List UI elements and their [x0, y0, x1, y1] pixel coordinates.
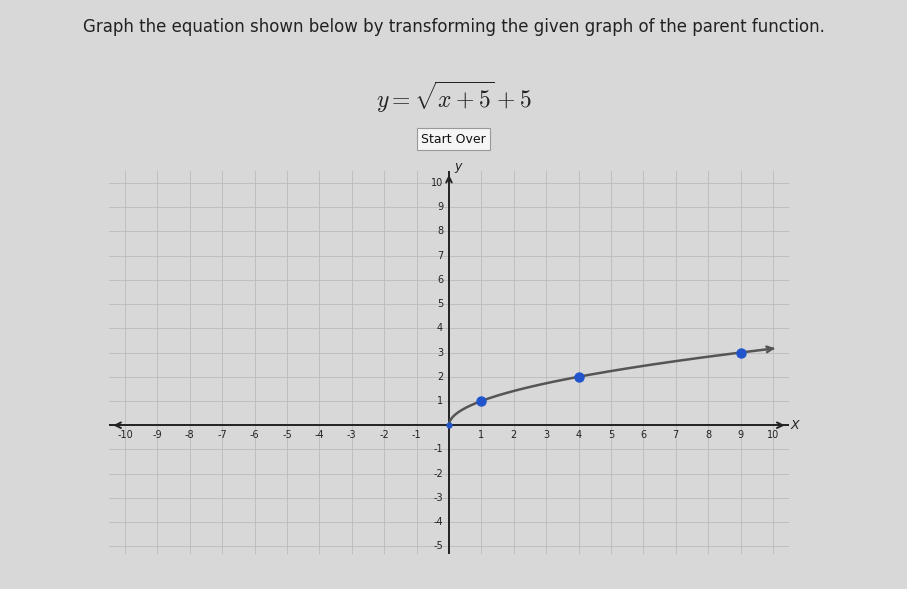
Text: -2: -2	[434, 469, 444, 479]
Text: -1: -1	[434, 445, 444, 455]
Text: 10: 10	[431, 178, 444, 188]
Text: -10: -10	[117, 429, 133, 439]
Text: Graph the equation shown below by transforming the given graph of the parent fun: Graph the equation shown below by transf…	[83, 18, 824, 36]
Text: 7: 7	[437, 250, 444, 260]
Text: -2: -2	[379, 429, 389, 439]
Text: 9: 9	[737, 429, 744, 439]
Text: -7: -7	[218, 429, 227, 439]
Text: -5: -5	[434, 541, 444, 551]
Text: 5: 5	[608, 429, 614, 439]
Text: -1: -1	[412, 429, 422, 439]
Text: -9: -9	[152, 429, 162, 439]
Text: 3: 3	[543, 429, 550, 439]
Text: -6: -6	[249, 429, 259, 439]
Text: 2: 2	[437, 372, 444, 382]
Text: 1: 1	[478, 429, 484, 439]
Text: X: X	[791, 419, 799, 432]
Text: -3: -3	[434, 493, 444, 503]
Text: 4: 4	[575, 429, 581, 439]
Text: -5: -5	[282, 429, 292, 439]
Text: -8: -8	[185, 429, 195, 439]
Text: 7: 7	[673, 429, 678, 439]
Text: 8: 8	[437, 226, 444, 236]
Text: -3: -3	[347, 429, 356, 439]
Text: 6: 6	[437, 275, 444, 285]
Text: 4: 4	[437, 323, 444, 333]
Text: 6: 6	[640, 429, 647, 439]
Text: y: y	[454, 160, 461, 173]
Text: -4: -4	[315, 429, 324, 439]
Text: 2: 2	[511, 429, 517, 439]
Text: -4: -4	[434, 517, 444, 527]
Text: Start Over: Start Over	[421, 133, 486, 145]
Text: 10: 10	[766, 429, 779, 439]
Text: 9: 9	[437, 202, 444, 212]
Text: $y = \sqrt{x+5}+5$: $y = \sqrt{x+5}+5$	[375, 80, 532, 115]
Text: 5: 5	[437, 299, 444, 309]
Text: 8: 8	[705, 429, 711, 439]
Text: 3: 3	[437, 348, 444, 358]
Text: 1: 1	[437, 396, 444, 406]
